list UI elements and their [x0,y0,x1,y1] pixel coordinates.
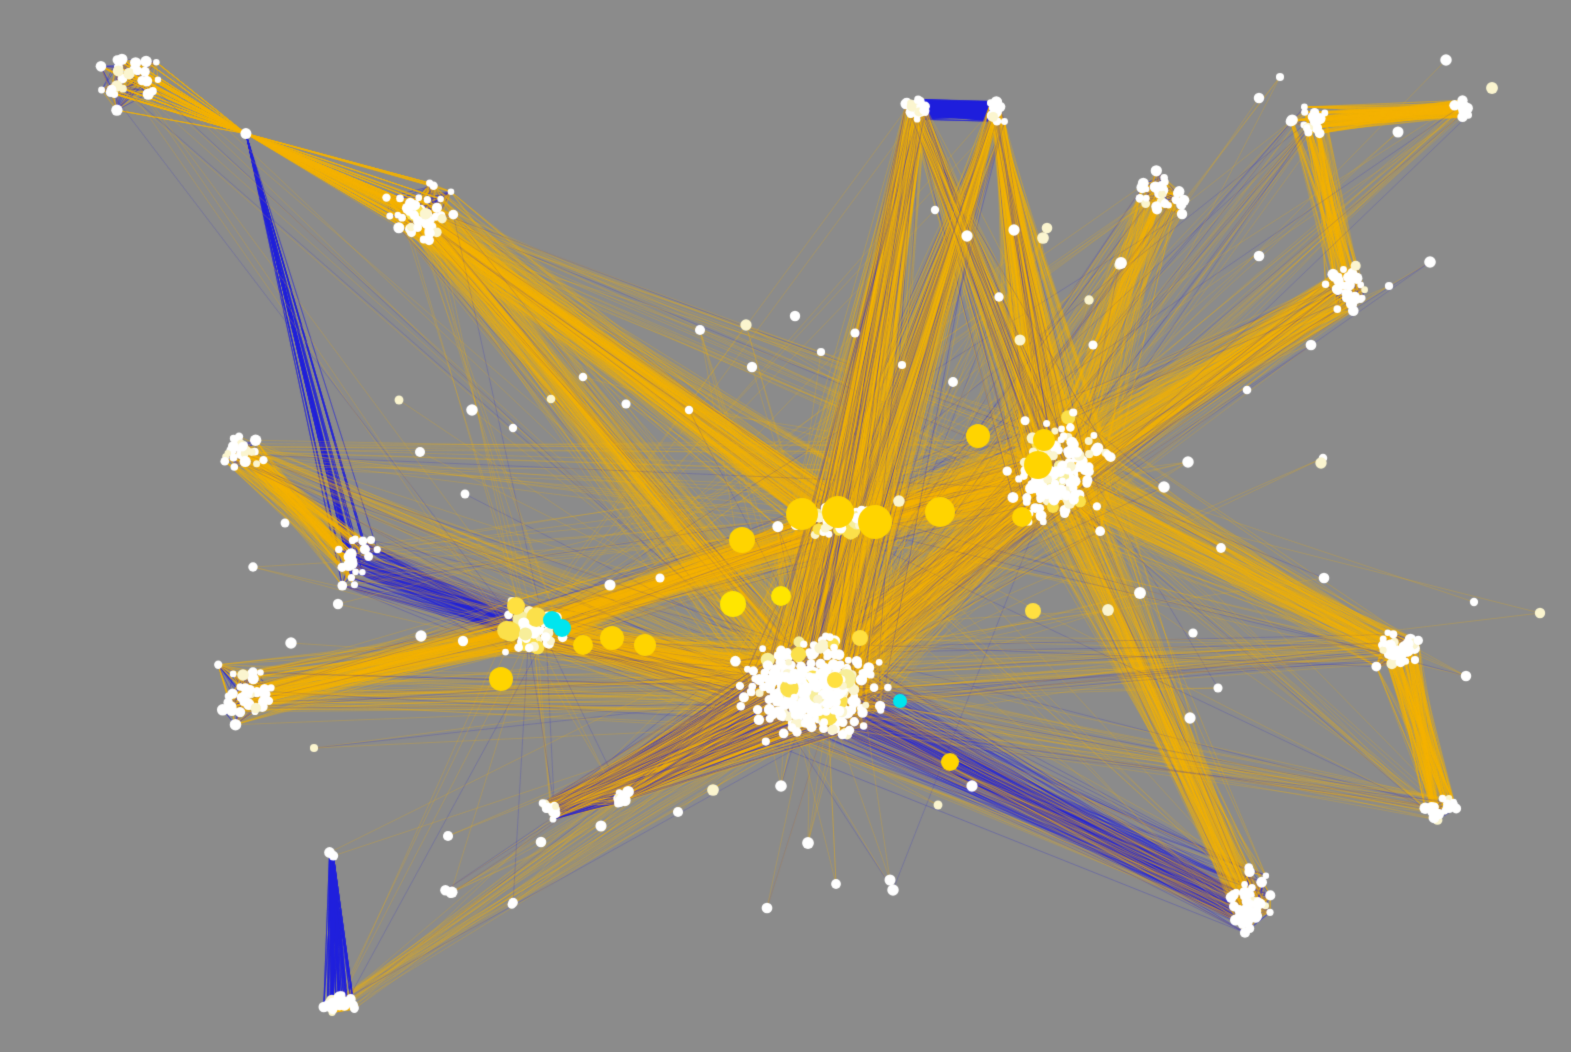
network-graph-container[interactable] [0,0,1571,1052]
network-graph-canvas[interactable] [0,0,1571,1052]
